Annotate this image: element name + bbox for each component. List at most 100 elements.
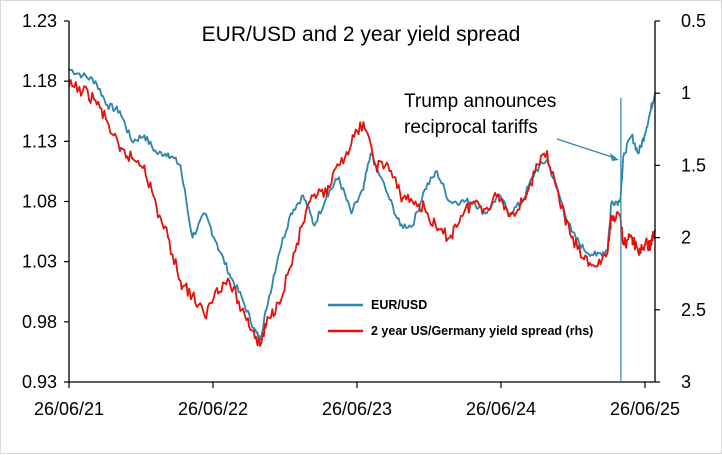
series-0-segment xyxy=(343,188,345,194)
series-0-segment xyxy=(288,218,290,228)
series-1-segment xyxy=(519,198,521,209)
series-0-segment xyxy=(300,196,302,204)
series-0-segment xyxy=(443,184,445,190)
series-0-segment xyxy=(271,284,273,292)
series-0-segment xyxy=(182,175,184,184)
series-0-segment xyxy=(641,141,642,147)
series-0-segment xyxy=(268,296,270,305)
series-1-segment xyxy=(399,185,401,194)
series-0-segment xyxy=(272,276,273,284)
x-tick-label: 26/06/21 xyxy=(34,399,104,419)
series-0-segment xyxy=(626,144,627,152)
right-tick-label: 2 xyxy=(681,228,691,248)
series-1-segment xyxy=(507,210,509,217)
series-1-segment xyxy=(445,228,447,241)
annotation-text-line2: reciprocal tariffs xyxy=(404,117,538,138)
series-0-segment xyxy=(187,202,188,211)
series-1-segment xyxy=(587,257,589,266)
series-1-segment xyxy=(104,111,106,120)
series-1-segment xyxy=(553,172,555,182)
series-1-segment xyxy=(194,293,196,304)
left-tick-label: 1.03 xyxy=(22,252,57,272)
series-1-segment xyxy=(202,306,204,312)
series-1-segment xyxy=(535,164,536,172)
right-tick-label: 0.5 xyxy=(681,11,706,31)
series-1-segment xyxy=(419,205,420,211)
series-1-segment xyxy=(626,240,627,248)
series-1-segment xyxy=(391,171,393,178)
series-0-segment xyxy=(281,238,283,247)
series-1-segment xyxy=(236,289,238,303)
series-0-segment xyxy=(312,217,313,224)
series-1-segment xyxy=(177,271,179,279)
series-1-segment xyxy=(459,216,461,222)
series-0-segment xyxy=(363,182,364,190)
legend-label-yield-spread: 2 year US/Germany yield spread (rhs) xyxy=(371,324,593,338)
series-1-segment xyxy=(434,219,436,225)
series-0-segment xyxy=(422,193,424,201)
series-0-segment xyxy=(393,205,395,214)
right-tick-label: 1.5 xyxy=(681,155,706,175)
series-1-segment xyxy=(144,165,145,174)
series-0-segment xyxy=(414,213,416,224)
series-1-segment xyxy=(327,186,328,194)
series-1-segment xyxy=(275,303,277,314)
series-0-segment xyxy=(429,178,431,185)
series-1-segment xyxy=(373,153,375,164)
series-0-segment xyxy=(245,306,247,312)
series-0-segment xyxy=(226,263,228,274)
series-0-segment xyxy=(237,285,239,292)
left-tick-label: 1.18 xyxy=(22,71,57,91)
left-tick-label: 0.93 xyxy=(22,372,57,392)
series-1-segment xyxy=(117,138,119,144)
series-1-segment xyxy=(304,211,306,222)
series-0-segment xyxy=(249,314,251,322)
series-0-segment xyxy=(112,104,114,111)
series-0-segment xyxy=(445,190,447,197)
series-1-segment xyxy=(396,177,398,188)
series-1-segment xyxy=(532,171,534,185)
x-tick-label: 26/06/23 xyxy=(322,399,392,419)
series-1-segment xyxy=(98,102,100,108)
annotation-text-line1: Trump announces xyxy=(404,91,556,112)
series-1-segment xyxy=(647,239,648,245)
left-tick-label: 1.08 xyxy=(22,192,57,212)
series-1-segment xyxy=(616,212,617,219)
series-1-segment xyxy=(229,281,230,287)
series-1-segment xyxy=(176,259,178,271)
series-1-segment xyxy=(157,209,158,218)
series-0-segment xyxy=(211,228,212,236)
series-1-segment xyxy=(161,219,163,225)
series-1-segment xyxy=(295,243,297,251)
series-0-segment xyxy=(365,172,366,180)
right-tick-label: 1 xyxy=(681,83,691,103)
x-tick-label: 26/06/24 xyxy=(466,399,536,419)
series-0-segment xyxy=(399,218,401,225)
series-1-segment xyxy=(369,139,371,145)
series-0-segment xyxy=(129,130,131,138)
series-1-segment xyxy=(248,318,249,326)
series-0-segment xyxy=(633,135,634,144)
series-0-segment xyxy=(176,158,178,164)
x-tick-label: 26/06/25 xyxy=(610,399,680,419)
series-1-segment xyxy=(298,228,300,245)
series-1-segment xyxy=(243,309,245,315)
series-1-segment xyxy=(124,150,126,158)
right-tick-label: 2.5 xyxy=(681,300,706,320)
series-0-segment xyxy=(340,183,342,190)
series-0-segment xyxy=(124,121,126,128)
series-1-segment xyxy=(609,232,610,240)
series-1-segment xyxy=(292,253,294,265)
series-1-segment xyxy=(239,301,241,311)
series-1-segment xyxy=(71,80,73,86)
series-1-segment xyxy=(452,226,453,238)
series-0-segment xyxy=(100,89,102,96)
series-1-segment xyxy=(351,135,352,144)
left-tick-label: 1.23 xyxy=(22,11,57,31)
chart-title: EUR/USD and 2 year yield spread xyxy=(202,23,521,46)
series-0-segment xyxy=(639,146,640,153)
ticks-layer: 1.231.181.131.081.030.980.930.511.522.53… xyxy=(22,11,706,419)
series-0-segment xyxy=(189,221,191,230)
series-0-segment xyxy=(181,165,182,174)
